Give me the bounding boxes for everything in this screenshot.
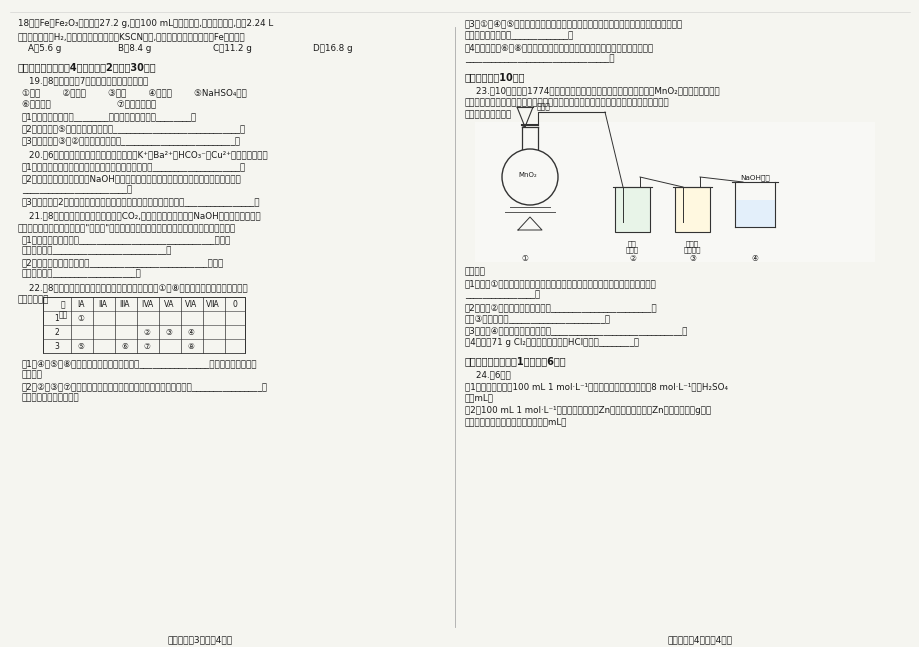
Text: ③: ③ (688, 254, 695, 263)
Text: 3: 3 (54, 342, 60, 351)
Text: ⑦: ⑦ (143, 342, 151, 351)
Text: 21.（8分）向一个铝制易拉罐中充满CO₂,然后往罐中注入足量的NaOH溶液，立即用胶布: 21.（8分）向一个铝制易拉罐中充满CO₂,然后往罐中注入足量的NaOH溶液，立… (18, 211, 260, 220)
Text: 装置③中的现象是______________________。: 装置③中的现象是______________________。 (464, 314, 610, 323)
Text: （2）②、③、⑦的最高价氧化物对应水化物的酸性由强到弱的顺序是________________，: （2）②、③、⑦的最高价氧化物对应水化物的酸性由强到弱的顺序是_________… (22, 382, 267, 391)
Text: _________________________________。: _________________________________。 (464, 54, 614, 63)
Text: 有色布条: 有色布条 (683, 246, 700, 252)
Text: ⅡA: ⅡA (98, 300, 108, 309)
Bar (734, 200, 774, 227)
Text: （4）写出表中⑥、⑧元素的最高价氧化物对应水化物相互反应的离子方程式：: （4）写出表中⑥、⑧元素的最高价氧化物对应水化物相互反应的离子方程式： (464, 43, 653, 52)
Text: 20.（6分）某无色透明溶液中可能大量存在K⁺、Ba²⁺、HCO₃⁻、Cu²⁺中的几种离子。: 20.（6分）某无色透明溶液中可能大量存在K⁺、Ba²⁺、HCO₃⁻、Cu²⁺中… (18, 150, 267, 159)
Text: （2）写出物质⑤在水中的电离方程式_____________________________。: （2）写出物质⑤在水中的电离方程式_______________________… (22, 124, 246, 133)
Text: ③: ③ (165, 328, 172, 337)
Text: ⅢA: ⅢA (119, 300, 130, 309)
Text: 饱和: 饱和 (628, 240, 636, 247)
Text: ⑤: ⑤ (77, 342, 85, 351)
Text: ⅥA: ⅥA (185, 300, 197, 309)
Text: ②: ② (143, 328, 151, 337)
Text: 浓盐酸: 浓盐酸 (537, 102, 550, 111)
Text: 严封罐口，不多会儿听到罐内"咔、咔"作响，发现易拉罐变瘪，再过一会儿易拉罐又鼓起来。: 严封罐口，不多会儿听到罐内"咔、咔"作响，发现易拉罐变瘪，再过一会儿易拉罐又鼓起… (18, 223, 236, 232)
Text: （4）若有71 g Cl₂生成，则被氧化的HCl质量为________。: （4）若有71 g Cl₂生成，则被氧化的HCl质量为________。 (464, 338, 639, 347)
Text: 的离子方程式___________________。: 的离子方程式___________________。 (22, 269, 142, 278)
Text: 族
周期: 族 周期 (58, 300, 68, 320)
Text: ________________。: ________________。 (464, 290, 539, 299)
Text: （3）写出物质③和②反应的化学方程式__________________________。: （3）写出物质③和②反应的化学方程式______________________… (22, 136, 241, 145)
Text: B．8.4 g: B．8.4 g (118, 44, 152, 53)
Text: 表示）。: 表示）。 (22, 370, 43, 379)
Text: 请回答：: 请回答： (464, 267, 485, 276)
Text: NaOH溶液: NaOH溶液 (739, 174, 769, 181)
Text: 19.（8分）有以下7种物质，请回答下列问题：: 19.（8分）有以下7种物质，请回答下列问题： (18, 76, 148, 85)
Text: ①: ① (77, 314, 85, 323)
Text: ________________________。: ________________________。 (22, 185, 132, 194)
Text: （标准状况下）H₂,向反应后的溶液中滴入KSCN溶液,未见红色。混合物中单质Fe的质量为: （标准状况下）H₂,向反应后的溶液中滴入KSCN溶液,未见红色。混合物中单质Fe… (18, 32, 245, 41)
Text: 的化合物的电子式：_____________。: 的化合物的电子式：_____________。 (464, 31, 573, 40)
Text: （2）装置②中的饱和食盐水的作用_______________________。: （2）装置②中的饱和食盐水的作用_______________________。 (464, 303, 657, 312)
Text: 23.（10分）早在1774年，瑞典化学家舍勒在研究软锰矿（主要成分MnO₂）的过程中，将它: 23.（10分）早在1774年，瑞典化学家舍勒在研究软锰矿（主要成分MnO₂）的… (464, 86, 719, 95)
Text: 24.（6分）: 24.（6分） (464, 370, 510, 379)
Text: （2）100 mL 1 mol·L⁻¹的稀硫酸与足量的Zn充分反应，消耗的Zn的质量为多少g？生: （2）100 mL 1 mol·L⁻¹的稀硫酸与足量的Zn充分反应，消耗的Zn的… (464, 406, 710, 415)
Text: 的离子方程式__________________________。: 的离子方程式__________________________。 (22, 246, 173, 255)
Text: 1: 1 (54, 314, 60, 323)
Text: 答下列问题：: 答下列问题： (18, 295, 50, 304)
Text: 氯气并探究其性质。: 氯气并探究其性质。 (464, 110, 512, 119)
Text: 湿润的: 湿润的 (686, 240, 698, 247)
Text: ⅠA: ⅠA (77, 300, 85, 309)
Text: （1）易拉罐变瘪的原因_______________________________，反应: （1）易拉罐变瘪的原因_____________________________… (22, 235, 231, 244)
Text: ⑧: ⑧ (187, 342, 194, 351)
Text: （2）易拉罐又鼓起来的原因___________________________，反应: （2）易拉罐又鼓起来的原因___________________________… (22, 258, 224, 267)
Text: （2）取少量原溶液加入过量NaOH溶液，有白色沉淀生成，说明原溶液中肯定有的离子是: （2）取少量原溶液加入过量NaOH溶液，有白色沉淀生成，说明原溶液中肯定有的离子… (22, 174, 242, 183)
Text: ①干冰        ②氯化钠        ③蔗糖        ④稀硫酸        ⑤NaHSO₄溶液: ①干冰 ②氯化钠 ③蔗糖 ④稀硫酸 ⑤NaHSO₄溶液 (22, 88, 246, 97)
Text: A．5.6 g: A．5.6 g (28, 44, 62, 53)
Text: （1）属于电解质的是________；属于非电解质的是________。: （1）属于电解质的是________；属于非电解质的是________。 (22, 112, 197, 121)
Text: ④: ④ (187, 328, 194, 337)
Text: ⑥碳酸氢钠                        ⑦氢氧化铜溶液: ⑥碳酸氢钠 ⑦氢氧化铜溶液 (22, 100, 156, 109)
Text: 食盐水: 食盐水 (625, 246, 639, 252)
Text: ⅤA: ⅤA (164, 300, 174, 309)
Bar (43, 297, 244, 353)
Text: 二、填空题（本题共4小题，每空2分，共30分）: 二、填空题（本题共4小题，每空2分，共30分） (18, 62, 156, 72)
Text: 22.（8分）下表为元素周期表的一部分，请参照元素①～⑧在表中的位置，用化学用语回: 22.（8分）下表为元素周期表的一部分，请参照元素①～⑧在表中的位置，用化学用语… (18, 283, 247, 292)
Text: 2: 2 (54, 328, 60, 337)
Text: 18．有Fe和Fe₂O₃的混合物27.2 g,溶于100 mL的稀硫酸中,恰好完全反应,放出2.24 L: 18．有Fe和Fe₂O₃的混合物27.2 g,溶于100 mL的稀硫酸中,恰好完… (18, 19, 273, 28)
Text: ⑥: ⑥ (121, 342, 129, 351)
Text: （1）装置①中制取氯气，实验室用二氧化锰和浓盐酸制备氯气的化学方程式为：: （1）装置①中制取氯气，实验室用二氧化锰和浓盐酸制备氯气的化学方程式为： (464, 279, 656, 288)
Text: （3）取少量（2）中白色沉淀，加入足量盐酸，反应的离子方程式为________________。: （3）取少量（2）中白色沉淀，加入足量盐酸，反应的离子方程式为_________… (22, 197, 260, 206)
Text: 成的气体在标准状况下的体积为多少mL？: 成的气体在标准状况下的体积为多少mL？ (464, 417, 567, 426)
Text: ②: ② (629, 254, 635, 263)
Text: MnO₂: MnO₂ (517, 172, 536, 178)
Text: C．11.2 g: C．11.2 g (213, 44, 252, 53)
Text: 与浓盐酸混合加热，产生了黄绿色气体一氯气。某小组同学利用舍勒发现氯气的方法制取: 与浓盐酸混合加热，产生了黄绿色气体一氯气。某小组同学利用舍勒发现氯气的方法制取 (464, 98, 669, 107)
Text: （1）实验室欲配制100 mL 1 mol·L⁻¹的稀硫酸，需要用量筒量取8 mol·L⁻¹的浓H₂SO₄: （1）实验室欲配制100 mL 1 mol·L⁻¹的稀硫酸，需要用量筒量取8 m… (464, 382, 727, 391)
Text: （1）④、⑤、⑧的离子半径由大到小的顺序为________________（用对应的离子符号: （1）④、⑤、⑧的离子半径由大到小的顺序为________________（用对… (22, 359, 257, 368)
Bar (675, 187, 709, 232)
Text: （3）装置④中反应的离子方程式是______________________________。: （3）装置④中反应的离子方程式是________________________… (464, 326, 687, 335)
Text: （1）不做任何实验就可以肯定原溶液中不存在的离子是____________________。: （1）不做任何实验就可以肯定原溶液中不存在的离子是_______________… (22, 162, 246, 171)
Text: （3）①、④、⑤中的某些元素可形成既含离子键又含极性共价键的化合物，写出符合要求: （3）①、④、⑤中的某些元素可形成既含离子键又含极性共价键的化合物，写出符合要求 (464, 19, 683, 28)
Text: ⅦA: ⅦA (206, 300, 220, 309)
Text: ④: ④ (751, 254, 757, 263)
Text: 高一化学第3页（共4页）: 高一化学第3页（共4页） (167, 635, 233, 644)
Text: 多少mL？: 多少mL？ (464, 393, 494, 402)
Text: D．16.8 g: D．16.8 g (312, 44, 352, 53)
Text: 四、计算题（本题共1小题，共6分）: 四、计算题（本题共1小题，共6分） (464, 356, 566, 366)
Text: 高一化学第4页（共4页）: 高一化学第4页（共4页） (667, 635, 732, 644)
Bar (614, 187, 650, 232)
Text: 0: 0 (233, 300, 237, 309)
Text: 三、实验题（10分）: 三、实验题（10分） (464, 72, 525, 82)
Text: （用对应的化学式表示）: （用对应的化学式表示） (22, 393, 80, 402)
Bar (474, 122, 874, 262)
Text: ①: ① (521, 254, 528, 263)
Text: ⅣA: ⅣA (141, 300, 153, 309)
